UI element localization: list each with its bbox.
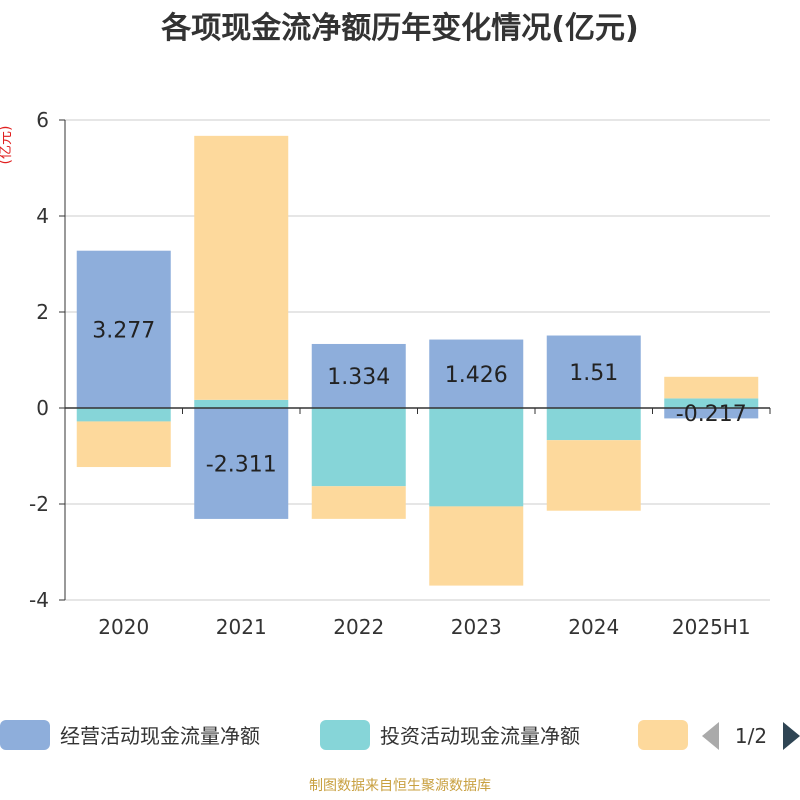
bar-series-1-2023 [429, 339, 524, 408]
y-tick-label: -4 [29, 588, 49, 612]
legend-swatch[interactable] [320, 720, 370, 750]
bar-series-3-2022 [311, 486, 406, 519]
legend-prev-icon[interactable] [702, 722, 719, 750]
legend-label[interactable]: 经营活动现金流量净额 [60, 724, 260, 748]
bar-series-1-2025H1 [664, 408, 759, 419]
data-label: -2.311 [206, 452, 277, 477]
y-tick-label: 0 [36, 396, 49, 420]
bar-series-2-2023 [429, 408, 524, 507]
bar-series-2-2021 [194, 399, 289, 408]
bar-series-3-2021 [194, 135, 289, 400]
y-axis-unit: (亿元) [0, 126, 14, 165]
bar-series-1-2021 [194, 408, 289, 519]
bar-series-3-2025H1 [664, 376, 759, 399]
y-tick-label: 2 [36, 300, 49, 324]
data-label: 1.51 [569, 361, 618, 386]
legend-swatch[interactable] [0, 720, 50, 750]
chart-title: 各项现金流净额历年变化情况(亿元) [160, 11, 638, 46]
data-label: 1.334 [327, 365, 390, 390]
bar-series-2-2020 [76, 408, 171, 422]
x-tick-label: 2024 [568, 615, 619, 639]
y-tick-label: -2 [29, 492, 49, 516]
source-note: 制图数据来自恒生聚源数据库 [309, 778, 491, 794]
x-tick-label: 2023 [451, 615, 502, 639]
y-tick-label: 4 [36, 204, 49, 228]
legend-swatch[interactable] [638, 720, 688, 750]
data-label: 1.426 [445, 363, 508, 388]
axes-group: -4 -2 0 2 4 6 2020 2021 2022 2023 2024 2025H1 [29, 108, 771, 639]
bar-series-1-2020 [76, 250, 171, 408]
bar-series-1-2022 [311, 343, 406, 408]
x-tick-label: 2020 [98, 615, 149, 639]
legend-page-indicator: 1/2 [735, 724, 767, 748]
x-tick-label: 2021 [216, 615, 267, 639]
bar-series-1-2024 [546, 335, 641, 408]
legend-label[interactable]: 投资活动现金流量净额 [380, 724, 580, 748]
data-label: -0.217 [676, 402, 747, 427]
bars-group [76, 135, 759, 586]
bar-series-3-2024 [546, 440, 641, 511]
bar-series-3-2020 [76, 421, 171, 468]
data-label: 3.277 [92, 318, 155, 343]
legend-next-icon[interactable] [783, 722, 800, 750]
y-tick-label: 6 [36, 108, 49, 132]
x-tick-label: 2025H1 [672, 615, 751, 639]
legend: 经营活动现金流量净额 投资活动现金流量净额 1/2 [0, 720, 800, 750]
bar-series-2-2022 [311, 408, 406, 487]
bar-series-2-2025H1 [664, 398, 759, 408]
bar-series-2-2024 [546, 408, 641, 441]
bar-series-3-2023 [429, 506, 524, 586]
data-labels-group: 3.277 -2.311 1.334 1.426 1.51 -0.217 [92, 318, 746, 477]
x-tick-label: 2022 [333, 615, 384, 639]
